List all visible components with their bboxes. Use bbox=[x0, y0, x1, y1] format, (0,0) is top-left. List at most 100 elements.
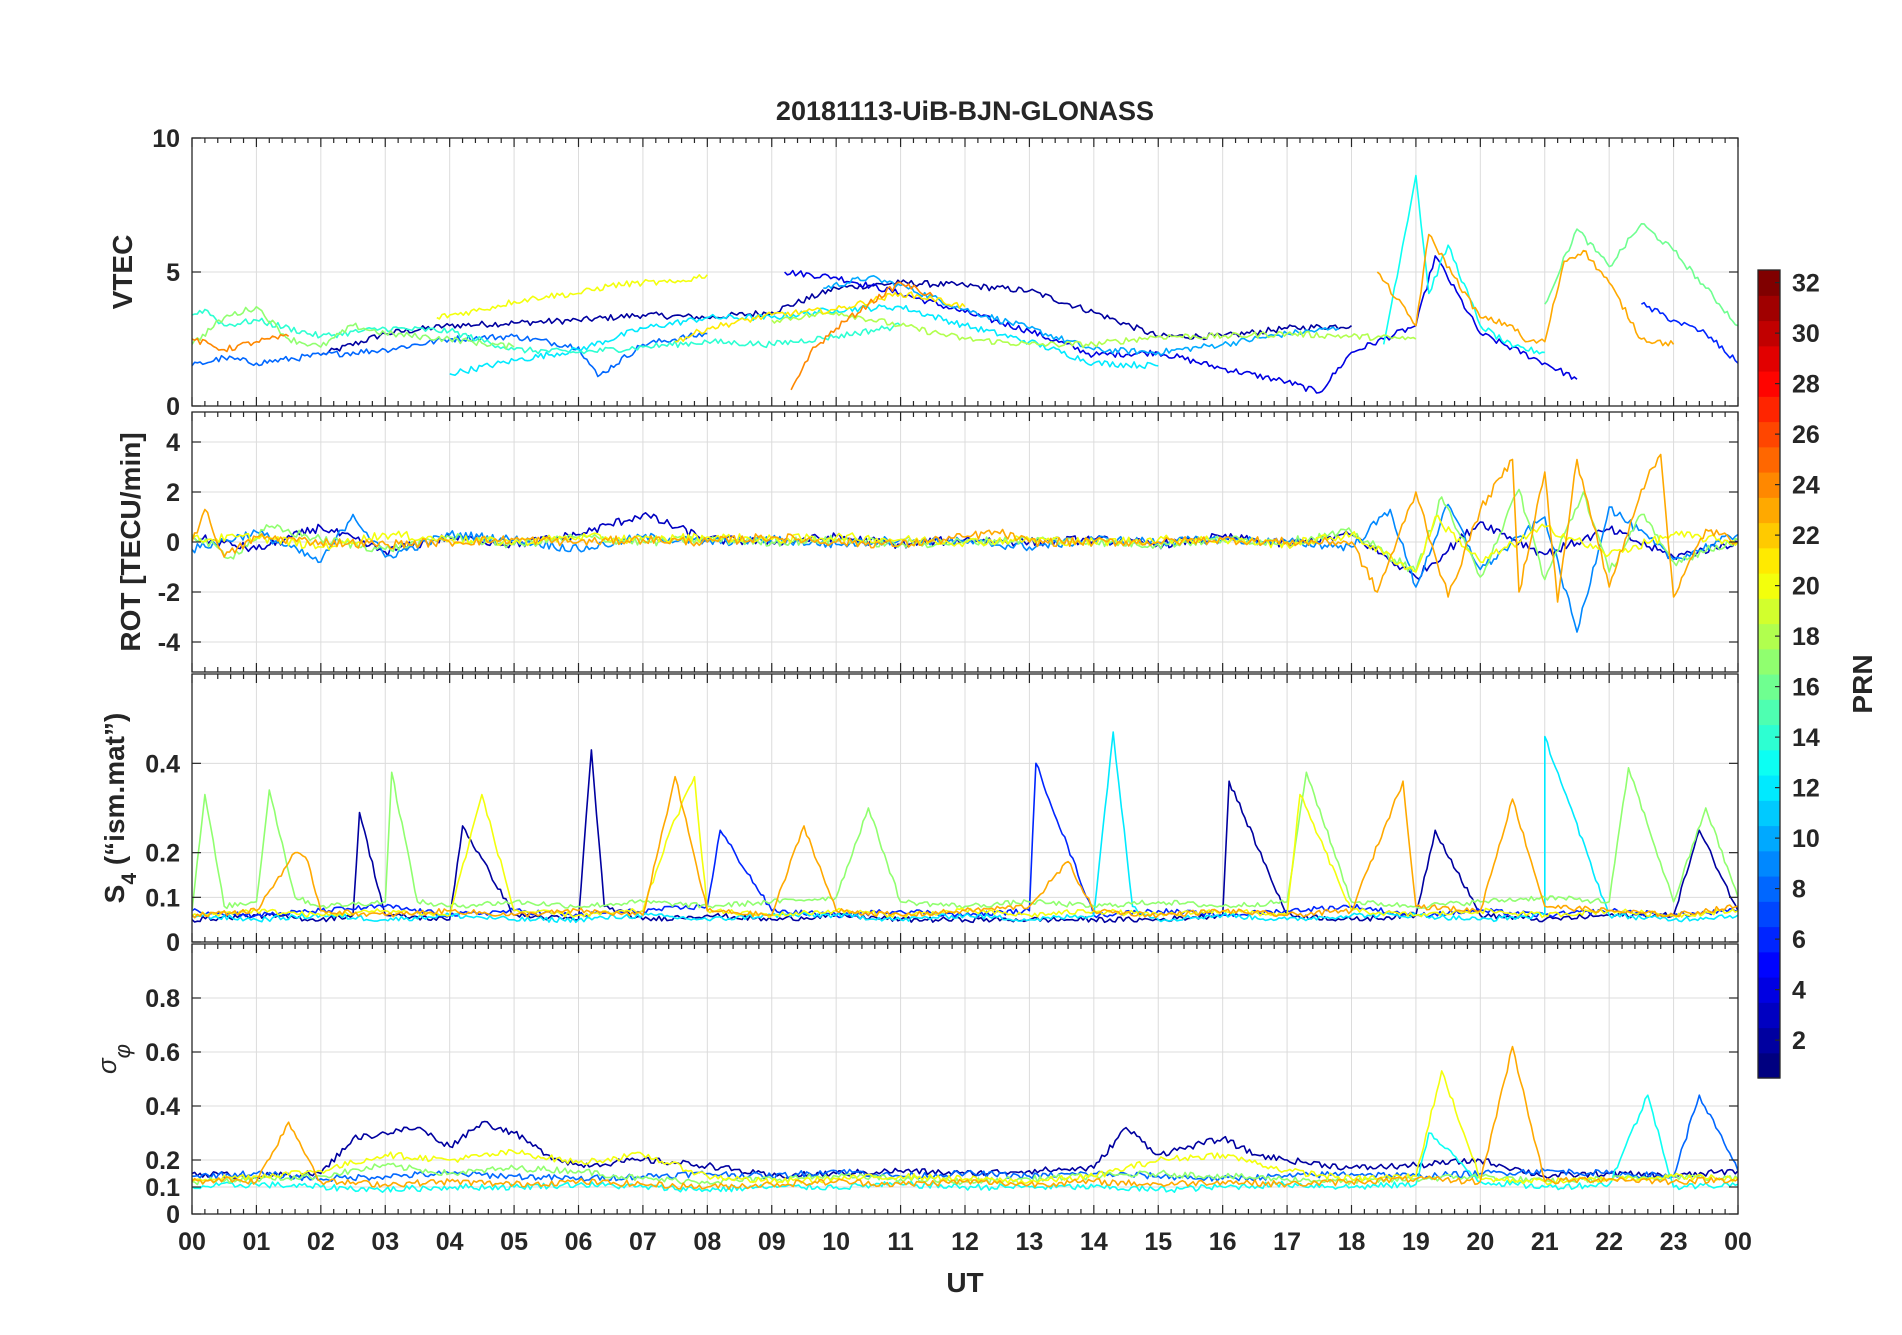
series-line-prn-2 bbox=[320, 279, 1353, 356]
x-tick-label: 08 bbox=[693, 1228, 721, 1256]
colorbar-segment bbox=[1758, 648, 1780, 675]
y-axis-label: ROT [TECU/min] bbox=[115, 432, 146, 651]
x-tick-label: 13 bbox=[1016, 1228, 1044, 1256]
x-tick-label: 22 bbox=[1595, 1228, 1623, 1256]
y-tick-label: 0.1 bbox=[145, 884, 180, 912]
colorbar-tick-label: 20 bbox=[1792, 573, 1820, 601]
series-group bbox=[192, 731, 1738, 924]
x-tick-label: 21 bbox=[1531, 1228, 1559, 1256]
x-axis-label: UT bbox=[946, 1267, 983, 1298]
colorbar-segment bbox=[1758, 345, 1780, 372]
y-tick-label: 0 bbox=[166, 1201, 180, 1229]
colorbar-tick-label: 6 bbox=[1792, 926, 1806, 954]
colorbar-segment bbox=[1758, 1002, 1780, 1029]
series-line-prn-12 bbox=[449, 304, 1159, 376]
colorbar-tick-label: 24 bbox=[1792, 472, 1820, 500]
colorbar-label: PRN bbox=[1847, 654, 1878, 713]
colorbar-segment bbox=[1758, 421, 1780, 448]
colorbar-tick-label: 16 bbox=[1792, 674, 1820, 702]
colorbar-segment bbox=[1758, 800, 1780, 827]
colorbar-tick-label: 14 bbox=[1792, 724, 1820, 752]
panel-vtec: 0 5 10 VTEC bbox=[107, 125, 1739, 421]
x-tick-label: 04 bbox=[436, 1228, 464, 1256]
panel-rot: -4 -2 0 2 4 ROT [TECU/min] bbox=[115, 411, 1739, 673]
y-tick-label: 0 bbox=[166, 929, 180, 957]
series-line-prn-24 bbox=[192, 333, 290, 353]
colorbar-segment bbox=[1758, 295, 1780, 322]
series-line-prn-12 bbox=[192, 731, 1738, 924]
colorbar-segment bbox=[1758, 901, 1780, 928]
y-tick-label: 0.1 bbox=[145, 1174, 180, 1202]
x-tick-label: 05 bbox=[500, 1228, 528, 1256]
colorbar-tick-label: 26 bbox=[1792, 421, 1820, 449]
y-tick-label: 0 bbox=[166, 529, 180, 557]
series-line-prn-6 bbox=[1641, 301, 1738, 364]
series-line-prn-23 bbox=[192, 453, 1738, 603]
series-line-prn-17 bbox=[192, 767, 1738, 911]
x-tick-label: 12 bbox=[951, 1228, 979, 1256]
colorbar-frame bbox=[1757, 269, 1781, 1079]
y-axis-label-subscript: 4 bbox=[118, 873, 141, 885]
colorbar-segment bbox=[1758, 926, 1780, 953]
colorbar-segment bbox=[1758, 850, 1780, 877]
y-tick-label: 0.2 bbox=[145, 840, 180, 868]
colorbar-segment bbox=[1758, 547, 1780, 574]
x-tick-label: 17 bbox=[1273, 1228, 1301, 1256]
series-line-prn-16 bbox=[1544, 223, 1738, 327]
y-tick-label: 4 bbox=[166, 429, 180, 457]
y-tick-label: 10 bbox=[152, 125, 180, 153]
colorbar-tick-label: 12 bbox=[1792, 775, 1820, 803]
series-line-prn-14 bbox=[192, 308, 902, 355]
x-tick-label: 03 bbox=[371, 1228, 399, 1256]
series-line-prn-17 bbox=[192, 488, 1738, 581]
x-tick-label: 15 bbox=[1144, 1228, 1172, 1256]
colorbar-segment bbox=[1758, 522, 1780, 549]
series-line-prn-18 bbox=[771, 311, 1417, 349]
series-line-prn-17 bbox=[192, 306, 515, 350]
colorbar-segment bbox=[1758, 749, 1780, 776]
x-tick-label: 16 bbox=[1209, 1228, 1237, 1256]
colorbar-tick-label: 28 bbox=[1792, 371, 1820, 399]
y-tick-label: 0.6 bbox=[145, 1039, 180, 1067]
x-tick-label: 18 bbox=[1338, 1228, 1366, 1256]
y-tick-label: 0.8 bbox=[145, 985, 180, 1013]
colorbar-segment bbox=[1758, 977, 1780, 1003]
series-group bbox=[192, 1045, 1738, 1193]
series-line-prn-21 bbox=[675, 291, 966, 343]
colorbar-segment bbox=[1758, 825, 1780, 852]
colorbar-segment bbox=[1758, 396, 1780, 423]
colorbar-segment bbox=[1758, 270, 1780, 296]
colorbar-segment bbox=[1758, 1027, 1780, 1054]
series-line-prn-20 bbox=[436, 274, 708, 320]
colorbar-segment bbox=[1758, 1052, 1780, 1079]
colorbar-tick-label: 30 bbox=[1792, 320, 1820, 348]
x-tick-label: 06 bbox=[565, 1228, 593, 1256]
colorbar-segment bbox=[1758, 775, 1780, 801]
y-tick-label: 0.4 bbox=[145, 750, 180, 778]
y-tick-label: 0.2 bbox=[145, 1147, 180, 1175]
colorbar-segment bbox=[1758, 951, 1780, 978]
series-group bbox=[192, 174, 1738, 394]
x-tick-label: 19 bbox=[1402, 1228, 1430, 1256]
colorbar-segment bbox=[1758, 623, 1780, 650]
colorbar-segment bbox=[1758, 472, 1780, 498]
colorbar-segment bbox=[1758, 876, 1780, 902]
y-tick-label: 5 bbox=[166, 259, 180, 287]
x-tick-label: 02 bbox=[307, 1228, 335, 1256]
y-axis-label: σφ bbox=[92, 1044, 135, 1074]
y-tick-label: -2 bbox=[158, 579, 180, 607]
series-line-prn-2 bbox=[192, 749, 1738, 924]
x-tick-label: 23 bbox=[1660, 1228, 1688, 1256]
colorbar-tick-label: 18 bbox=[1792, 623, 1820, 651]
colorbar-tick-label: 2 bbox=[1792, 1027, 1806, 1055]
colorbar-segment bbox=[1758, 724, 1780, 751]
y-axis-label: S4 (“ism.mat”) bbox=[99, 713, 141, 904]
y-axis-label: VTEC bbox=[107, 235, 138, 310]
series-group bbox=[192, 453, 1738, 633]
panel-sigma_phi: 00.10.2 0.4 0.6 0.8 σφ 00 01 02 03 04 05 06 07 08 09 10… bbox=[92, 943, 1752, 1256]
series-line-prn-24 bbox=[790, 281, 934, 391]
y-tick-label: 0 bbox=[166, 393, 180, 421]
series-line-prn-20 bbox=[192, 514, 1738, 573]
